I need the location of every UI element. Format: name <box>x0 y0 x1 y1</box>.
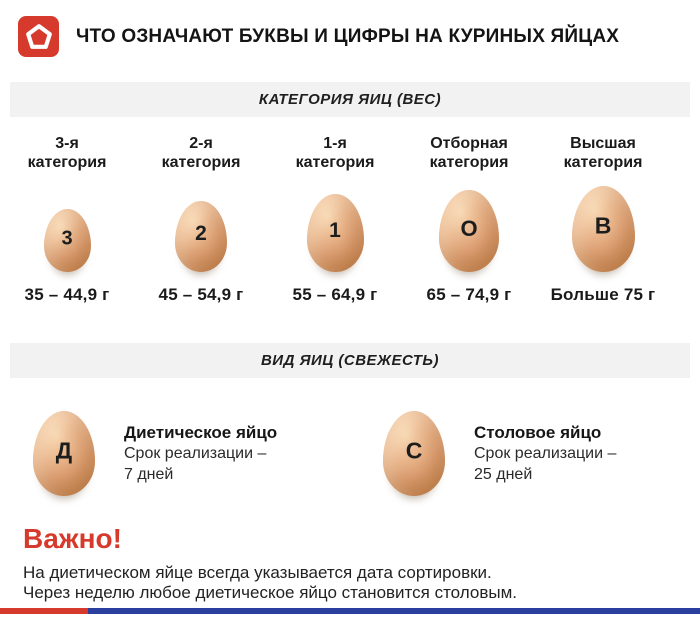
freshness-section-title: ВИД ЯИЦ (СВЕЖЕСТЬ) <box>260 352 440 369</box>
table-egg-days: 25 дней <box>474 466 533 483</box>
flag-stripe <box>0 608 700 614</box>
table-egg-item: С Столовое яйцо Срок реализации – 25 дне… <box>350 411 700 496</box>
weight-range: 55 – 64,9 г <box>292 285 378 304</box>
table-egg-text: Столовое яйцо Срок реализации – 25 дней <box>474 422 616 485</box>
egg-second-category: 2 <box>175 201 227 272</box>
egg-zone: 1 <box>306 172 364 272</box>
important-line-2: Через неделю любое диетическое яйцо стан… <box>23 582 517 602</box>
egg-letter: 2 <box>195 222 207 246</box>
flag-stripe-red <box>0 608 88 614</box>
freshness-row: Д Диетическое яйцо Срок реализации – 7 д… <box>0 411 700 496</box>
egg-third-category: 3 <box>43 209 91 272</box>
category-highest: Высшая категория В Больше 75 г <box>536 134 670 305</box>
table-egg-title: Столовое яйцо <box>474 423 602 442</box>
category-label: Отборная категория <box>429 135 509 171</box>
freshness-section-band: ВИД ЯИЦ (СВЕЖЕСТЬ) <box>10 343 690 378</box>
dietary-egg-text: Диетическое яйцо Срок реализации – 7 дне… <box>124 422 277 485</box>
weight-range: 45 – 54,9 г <box>158 285 244 304</box>
egg-select-category: О <box>439 190 499 272</box>
dietary-egg-days: 7 дней <box>124 466 174 483</box>
weight-section-band: КАТЕГОРИЯ ЯИЦ (ВЕС) <box>10 82 690 117</box>
egg-letter: В <box>594 212 612 239</box>
weight-section-title: КАТЕГОРИЯ ЯИЦ (ВЕС) <box>258 91 442 108</box>
category-label: 1-я категория <box>295 135 375 171</box>
egg-first-category: 1 <box>306 194 364 272</box>
category-label: 3-я категория <box>27 135 107 171</box>
category-select: Отборная категория О 65 – 74,9 г <box>402 134 536 305</box>
egg-letter: 1 <box>329 218 341 242</box>
egg-table: С <box>383 411 445 496</box>
important-line-1: На диетическом яйце всегда указывается д… <box>23 563 492 582</box>
egg-highest-category: В <box>571 186 635 272</box>
egg-letter: 3 <box>61 227 73 250</box>
dietary-egg-shelf-life: Срок реализации – <box>124 445 267 462</box>
egg-letter: О <box>460 215 478 241</box>
weight-categories-row: 3-я категория 3 35 – 44,9 г 2-я категори… <box>0 134 700 305</box>
dietary-egg-title: Диетическое яйцо <box>124 423 278 442</box>
egg-letter: Д <box>55 437 73 464</box>
table-egg-shelf-life: Срок реализации – <box>474 445 617 462</box>
weight-range: Больше 75 г <box>550 285 656 304</box>
egg-zone: 2 <box>175 172 227 272</box>
weight-range: 65 – 74,9 г <box>426 285 512 304</box>
egg-letter: С <box>405 437 423 464</box>
category-3: 3-я категория 3 35 – 44,9 г <box>0 134 134 305</box>
important-title: Важно! <box>23 523 122 554</box>
important-text: На диетическом яйце всегда указывается д… <box>23 563 700 602</box>
weight-range: 35 – 44,9 г <box>24 285 110 304</box>
egg-quality-stamp-icon <box>18 16 59 57</box>
page-title: ЧТО ОЗНАЧАЮТ БУКВЫ И ЦИФРЫ НА КУРИНЫХ ЯЙ… <box>76 25 620 47</box>
category-1: 1-я категория 1 55 – 64,9 г <box>268 134 402 305</box>
egg-zone: В <box>571 172 635 272</box>
dietary-egg-item: Д Диетическое яйцо Срок реализации – 7 д… <box>0 411 350 496</box>
egg-dietary: Д <box>33 411 95 496</box>
egg-zone: О <box>439 172 499 272</box>
flag-stripe-blue <box>88 608 700 614</box>
category-2: 2-я категория 2 45 – 54,9 г <box>134 134 268 305</box>
category-label: 2-я категория <box>161 135 241 171</box>
egg-zone: 3 <box>43 172 91 272</box>
important-note: Важно! На диетическом яйце всегда указыв… <box>0 524 700 602</box>
header: ЧТО ОЗНАЧАЮТ БУКВЫ И ЦИФРЫ НА КУРИНЫХ ЯЙ… <box>0 0 700 57</box>
category-label: Высшая категория <box>563 135 643 171</box>
